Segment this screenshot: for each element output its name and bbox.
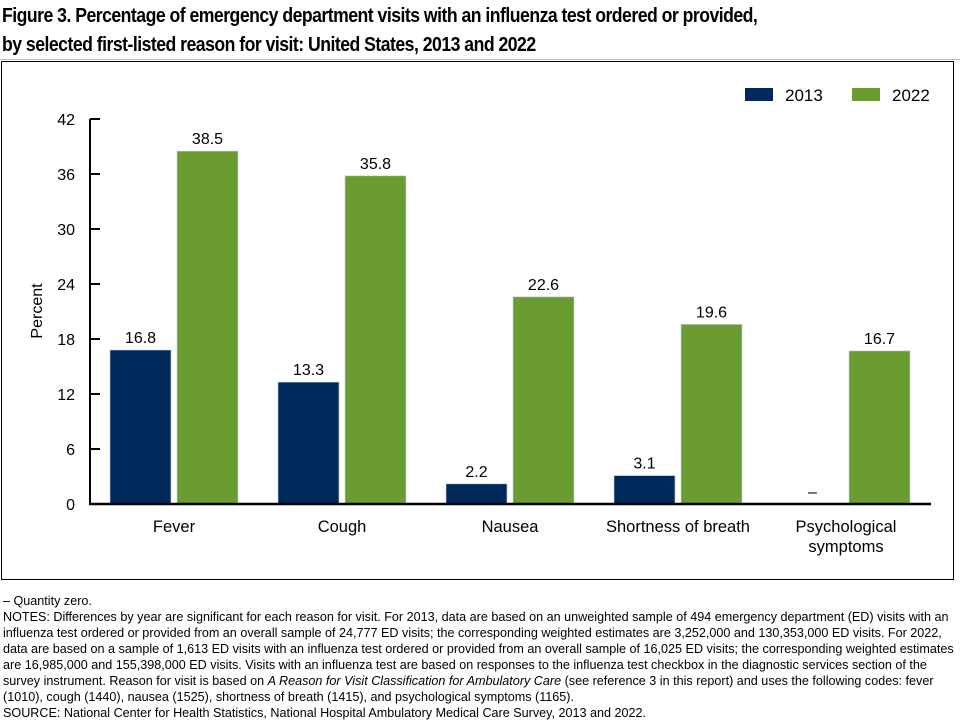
figure-notes: – Quantity zero. NOTES: Differences by y… [3,593,958,721]
y-tick-label: 12 [57,387,75,404]
bar-2013-nausea [445,483,508,505]
y-tick-label: 0 [66,497,75,514]
x-tick-label: Fever [153,518,196,536]
data-label-2022: 16.7 [864,331,895,348]
data-label-2022: 35.8 [360,156,391,173]
data-label-2013: 3.1 [633,456,655,473]
chart-frame [1,61,954,580]
y-axis-label: Percent [29,283,46,339]
bar-2013-cough [277,381,340,505]
notes-italic-reference: A Reason for Visit Classification for Am… [267,674,562,688]
y-tick-label: 36 [57,167,75,184]
data-label-2022: 22.6 [528,277,559,294]
data-label-2013: – [808,484,817,501]
y-tick-label: 30 [57,222,75,239]
bar-2022-fever [176,150,239,505]
legend: 2013 2022 [745,86,930,105]
legend-swatch-2022 [852,88,880,101]
bars: 16.8 38.5 13.3 35.8 2.2 22.6 3.1 19.6 – 16.7 [109,131,911,505]
notes-text: NOTES: Differences by year are significa… [3,610,954,688]
bar-2013-shortness-of-breath [613,475,676,505]
x-tick-label: Nausea [482,518,540,536]
y-tick-label: 42 [57,112,75,129]
bar-2013-fever [109,349,172,505]
data-label-2013: 16.8 [125,330,156,347]
legend-label-2013: 2013 [785,86,823,105]
bar-2022-psychological-symptoms [848,350,911,505]
y-tick-label: 6 [66,442,75,459]
title-divider [0,59,960,60]
source-line: SOURCE: National Center for Health Stati… [3,706,647,720]
y-tick-label: 24 [57,277,75,294]
bar-2022-shortness-of-breath [680,324,743,505]
x-tick-label: Shortness of breath [606,518,750,536]
y-tick-label: 18 [57,332,75,349]
bar-2022-cough [344,175,407,505]
data-label-2013: 2.2 [465,464,487,481]
legend-swatch-2013 [745,88,773,101]
y-axis: 0 6 12 18 24 30 36 42 [57,112,100,514]
figure-title: Figure 3. Percentage of emergency depart… [2,1,826,59]
figure-title-line-1: Figure 3. Percentage of emergency depart… [2,4,758,27]
x-tick-label: Psychological symptoms [796,518,897,556]
notes-paragraph: NOTES: Differences by year are significa… [3,609,958,705]
x-tick-label: Cough [318,518,367,536]
legend-label-2022: 2022 [892,86,930,105]
bar-chart: 2013 2022 Percent 0 6 12 18 24 30 36 42 16.8 38.… [29,86,931,556]
data-label-2013: 13.3 [293,362,324,379]
notes-text-continued: (see reference 3 in this report) and use… [3,674,934,704]
x-axis: Fever Cough Nausea Shortness of breath Psych… [89,502,931,556]
data-label-2022: 19.6 [696,304,727,321]
bar-2022-nausea [512,296,575,505]
footnote-quantity-zero: – Quantity zero. [3,594,92,608]
figure-title-line-2: by selected first-listed reason for visi… [2,33,536,56]
data-label-2022: 38.5 [192,131,223,148]
